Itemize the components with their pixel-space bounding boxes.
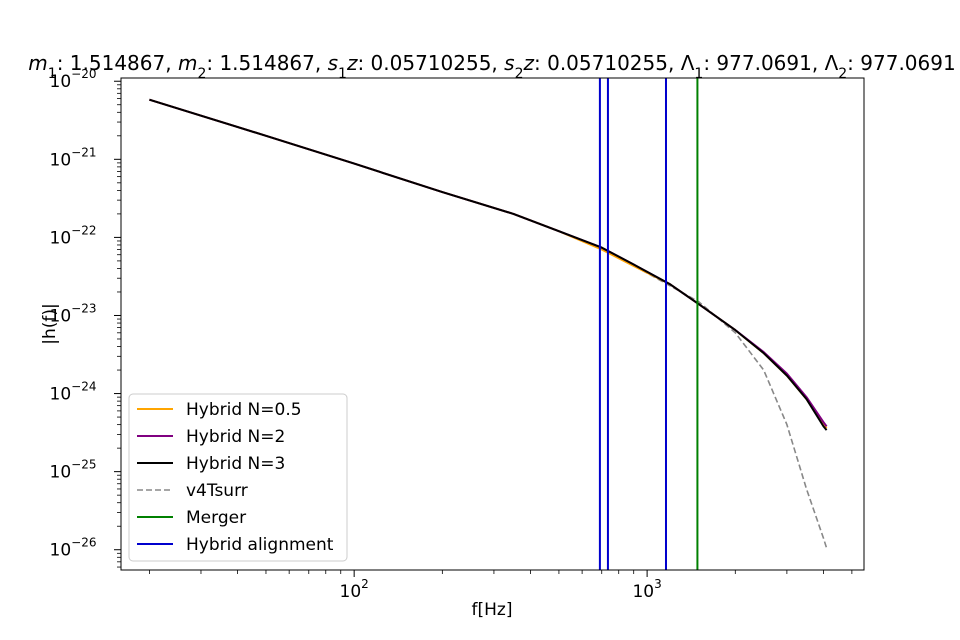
chart-title: m1: 1.514867, m2: 1.514867, s1z: 0.05710… — [28, 51, 955, 82]
y-tick-label: 10−24 — [50, 380, 97, 405]
plot-area — [149, 78, 828, 570]
title-subscript: 1 — [48, 66, 57, 82]
title-value: : 977.0691 — [847, 51, 956, 75]
title-subscript: 1 — [694, 66, 703, 82]
legend: Hybrid N=0.5 Hybrid N=2 Hybrid N=3 v4Tsurr M… — [128, 393, 348, 562]
legend-label: Hybrid alignment — [186, 535, 334, 555]
legend-label: v4Tsurr — [186, 481, 248, 501]
title-value: : 0.05710255, — [534, 51, 681, 75]
title-subscript: 2 — [515, 66, 524, 82]
y-axis-label: |h(f)| — [40, 303, 60, 344]
title-symbol: Λ — [825, 51, 839, 75]
x-tick-label: 103 — [632, 577, 661, 602]
title-value: : 0.05710255, — [357, 51, 504, 75]
y-tick-label: 10−23 — [50, 301, 97, 326]
title-symbol: m — [28, 51, 47, 75]
legend-label: Hybrid N=0.5 — [186, 400, 302, 420]
tick-layer: 102 103 10−20 10−21 10−22 10−23 10−24 10−25 10−2… — [50, 67, 853, 602]
legend-items: Hybrid N=0.5 Hybrid N=2 Hybrid N=3 v4Tsurr M… — [137, 400, 334, 555]
series-line-hybrid-n-3 — [149, 98, 828, 431]
title-value: : 977.0691, — [703, 51, 824, 75]
y-tick-label: 10−20 — [50, 67, 97, 92]
series-layer — [149, 98, 828, 549]
vline-layer — [598, 78, 699, 570]
title-subscript: 2 — [197, 66, 206, 82]
title-symbol-tail: z — [523, 51, 535, 75]
title-symbol: s — [328, 51, 338, 75]
y-tick-label: 10−21 — [50, 145, 97, 170]
y-tick-label: 10−22 — [50, 223, 97, 248]
legend-label: Hybrid N=3 — [186, 454, 285, 474]
y-tick-label: 10−25 — [50, 458, 97, 483]
title-value: : 1.514867, — [206, 51, 327, 75]
title-value: : 1.514867, — [57, 51, 178, 75]
title-symbol-tail: z — [346, 51, 358, 75]
title-symbol: Λ — [681, 51, 695, 75]
title-symbol: s — [504, 51, 514, 75]
title-symbol: m — [178, 51, 197, 75]
legend-label: Hybrid N=2 — [186, 427, 285, 447]
y-tick-label: 10−26 — [50, 536, 97, 561]
title-subscript: 1 — [338, 66, 347, 82]
axes-frame — [120, 77, 865, 571]
legend-label: Merger — [186, 508, 246, 528]
legend-box — [128, 393, 348, 562]
x-tick-label: 102 — [340, 577, 369, 602]
x-axis-label: f[Hz] — [472, 600, 513, 620]
title-subscript: 2 — [838, 66, 847, 82]
